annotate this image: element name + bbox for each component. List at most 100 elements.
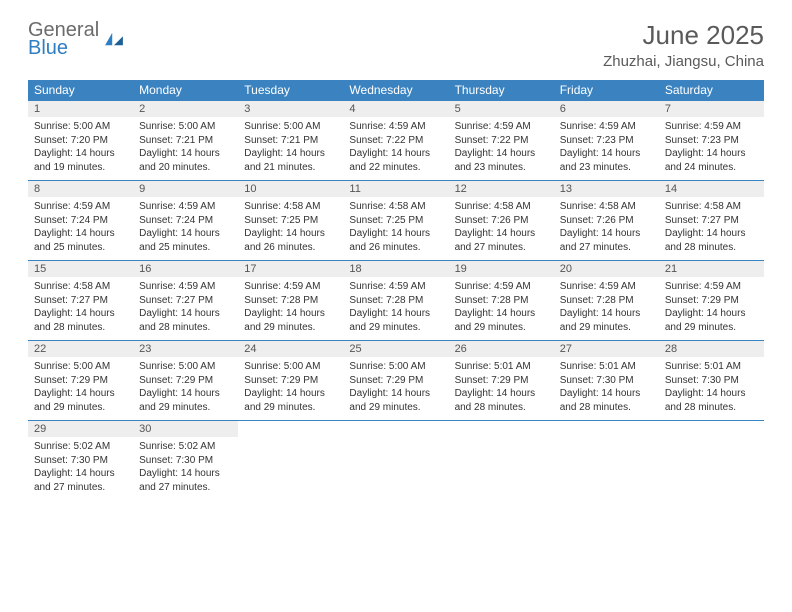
weekday-header: Wednesday (343, 80, 448, 101)
calendar-day-cell: 21Sunrise: 4:59 AMSunset: 7:29 PMDayligh… (659, 261, 764, 341)
day-number: 7 (659, 101, 764, 117)
calendar-day-cell: 10Sunrise: 4:58 AMSunset: 7:25 PMDayligh… (238, 181, 343, 261)
calendar-week-row: 22Sunrise: 5:00 AMSunset: 7:29 PMDayligh… (28, 341, 764, 421)
day-content: Sunrise: 4:58 AMSunset: 7:25 PMDaylight:… (343, 197, 448, 260)
day-content: Sunrise: 4:59 AMSunset: 7:24 PMDaylight:… (133, 197, 238, 260)
day-number: 14 (659, 181, 764, 197)
calendar-day-cell: 23Sunrise: 5:00 AMSunset: 7:29 PMDayligh… (133, 341, 238, 421)
day-number: 25 (343, 341, 448, 357)
day-number: 13 (554, 181, 659, 197)
day-content: Sunrise: 4:58 AMSunset: 7:27 PMDaylight:… (28, 277, 133, 340)
calendar-day-cell: 20Sunrise: 4:59 AMSunset: 7:28 PMDayligh… (554, 261, 659, 341)
day-content: Sunrise: 4:59 AMSunset: 7:28 PMDaylight:… (238, 277, 343, 340)
day-number: 16 (133, 261, 238, 277)
month-title: June 2025 (603, 20, 764, 51)
weekday-header: Saturday (659, 80, 764, 101)
day-number: 30 (133, 421, 238, 437)
calendar-day-cell: 30Sunrise: 5:02 AMSunset: 7:30 PMDayligh… (133, 421, 238, 501)
day-number: 9 (133, 181, 238, 197)
calendar-day-cell: 16Sunrise: 4:59 AMSunset: 7:27 PMDayligh… (133, 261, 238, 341)
location: Zhuzhai, Jiangsu, China (603, 53, 764, 70)
day-number: 17 (238, 261, 343, 277)
day-number: 28 (659, 341, 764, 357)
day-number: 12 (449, 181, 554, 197)
day-number: 22 (28, 341, 133, 357)
calendar-empty-cell (659, 421, 764, 501)
calendar-day-cell: 13Sunrise: 4:58 AMSunset: 7:26 PMDayligh… (554, 181, 659, 261)
day-content: Sunrise: 4:58 AMSunset: 7:27 PMDaylight:… (659, 197, 764, 260)
day-number: 29 (28, 421, 133, 437)
calendar-week-row: 29Sunrise: 5:02 AMSunset: 7:30 PMDayligh… (28, 421, 764, 501)
logo-sail-icon (103, 31, 125, 47)
calendar-empty-cell (343, 421, 448, 501)
calendar-day-cell: 7Sunrise: 4:59 AMSunset: 7:23 PMDaylight… (659, 101, 764, 181)
logo-text: General Blue (28, 20, 99, 58)
day-content: Sunrise: 5:01 AMSunset: 7:29 PMDaylight:… (449, 357, 554, 420)
day-content: Sunrise: 5:00 AMSunset: 7:29 PMDaylight:… (238, 357, 343, 420)
day-number: 27 (554, 341, 659, 357)
day-number: 10 (238, 181, 343, 197)
day-content: Sunrise: 4:59 AMSunset: 7:28 PMDaylight:… (554, 277, 659, 340)
day-content: Sunrise: 4:59 AMSunset: 7:24 PMDaylight:… (28, 197, 133, 260)
day-content: Sunrise: 5:00 AMSunset: 7:21 PMDaylight:… (238, 117, 343, 180)
calendar-week-row: 1Sunrise: 5:00 AMSunset: 7:20 PMDaylight… (28, 101, 764, 181)
calendar-day-cell: 19Sunrise: 4:59 AMSunset: 7:28 PMDayligh… (449, 261, 554, 341)
calendar-day-cell: 3Sunrise: 5:00 AMSunset: 7:21 PMDaylight… (238, 101, 343, 181)
day-number: 11 (343, 181, 448, 197)
calendar-body: 1Sunrise: 5:00 AMSunset: 7:20 PMDaylight… (28, 101, 764, 501)
day-content: Sunrise: 5:00 AMSunset: 7:29 PMDaylight:… (133, 357, 238, 420)
logo-word-blue: Blue (28, 38, 68, 58)
day-content: Sunrise: 4:59 AMSunset: 7:28 PMDaylight:… (343, 277, 448, 340)
calendar-day-cell: 27Sunrise: 5:01 AMSunset: 7:30 PMDayligh… (554, 341, 659, 421)
day-content: Sunrise: 4:59 AMSunset: 7:23 PMDaylight:… (554, 117, 659, 180)
day-content: Sunrise: 4:59 AMSunset: 7:28 PMDaylight:… (449, 277, 554, 340)
weekday-header: Tuesday (238, 80, 343, 101)
day-content: Sunrise: 4:59 AMSunset: 7:23 PMDaylight:… (659, 117, 764, 180)
day-content: Sunrise: 5:00 AMSunset: 7:29 PMDaylight:… (343, 357, 448, 420)
day-number: 1 (28, 101, 133, 117)
day-number: 3 (238, 101, 343, 117)
calendar-day-cell: 22Sunrise: 5:00 AMSunset: 7:29 PMDayligh… (28, 341, 133, 421)
calendar-day-cell: 25Sunrise: 5:00 AMSunset: 7:29 PMDayligh… (343, 341, 448, 421)
title-block: June 2025 Zhuzhai, Jiangsu, China (603, 20, 764, 70)
calendar-day-cell: 24Sunrise: 5:00 AMSunset: 7:29 PMDayligh… (238, 341, 343, 421)
day-content: Sunrise: 5:00 AMSunset: 7:29 PMDaylight:… (28, 357, 133, 420)
day-number: 18 (343, 261, 448, 277)
calendar-day-cell: 1Sunrise: 5:00 AMSunset: 7:20 PMDaylight… (28, 101, 133, 181)
calendar-day-cell: 18Sunrise: 4:59 AMSunset: 7:28 PMDayligh… (343, 261, 448, 341)
day-content: Sunrise: 5:00 AMSunset: 7:21 PMDaylight:… (133, 117, 238, 180)
calendar-empty-cell (449, 421, 554, 501)
day-number: 23 (133, 341, 238, 357)
day-number: 19 (449, 261, 554, 277)
day-content: Sunrise: 5:02 AMSunset: 7:30 PMDaylight:… (133, 437, 238, 500)
calendar-empty-cell (238, 421, 343, 501)
day-number: 26 (449, 341, 554, 357)
day-content: Sunrise: 4:58 AMSunset: 7:26 PMDaylight:… (449, 197, 554, 260)
calendar-table: SundayMondayTuesdayWednesdayThursdayFrid… (28, 80, 764, 500)
calendar-empty-cell (554, 421, 659, 501)
day-number: 6 (554, 101, 659, 117)
day-number: 4 (343, 101, 448, 117)
day-content: Sunrise: 4:59 AMSunset: 7:22 PMDaylight:… (343, 117, 448, 180)
weekday-row: SundayMondayTuesdayWednesdayThursdayFrid… (28, 80, 764, 101)
day-number: 15 (28, 261, 133, 277)
header: General Blue June 2025 Zhuzhai, Jiangsu,… (28, 20, 764, 70)
day-content: Sunrise: 4:59 AMSunset: 7:27 PMDaylight:… (133, 277, 238, 340)
weekday-header: Friday (554, 80, 659, 101)
weekday-header: Thursday (449, 80, 554, 101)
calendar-day-cell: 2Sunrise: 5:00 AMSunset: 7:21 PMDaylight… (133, 101, 238, 181)
calendar-day-cell: 5Sunrise: 4:59 AMSunset: 7:22 PMDaylight… (449, 101, 554, 181)
day-content: Sunrise: 4:59 AMSunset: 7:22 PMDaylight:… (449, 117, 554, 180)
day-number: 24 (238, 341, 343, 357)
calendar-day-cell: 12Sunrise: 4:58 AMSunset: 7:26 PMDayligh… (449, 181, 554, 261)
calendar-day-cell: 17Sunrise: 4:59 AMSunset: 7:28 PMDayligh… (238, 261, 343, 341)
day-content: Sunrise: 5:01 AMSunset: 7:30 PMDaylight:… (659, 357, 764, 420)
calendar-day-cell: 15Sunrise: 4:58 AMSunset: 7:27 PMDayligh… (28, 261, 133, 341)
day-number: 8 (28, 181, 133, 197)
weekday-header: Monday (133, 80, 238, 101)
day-number: 2 (133, 101, 238, 117)
day-content: Sunrise: 4:58 AMSunset: 7:26 PMDaylight:… (554, 197, 659, 260)
calendar-day-cell: 9Sunrise: 4:59 AMSunset: 7:24 PMDaylight… (133, 181, 238, 261)
weekday-header: Sunday (28, 80, 133, 101)
day-number: 20 (554, 261, 659, 277)
